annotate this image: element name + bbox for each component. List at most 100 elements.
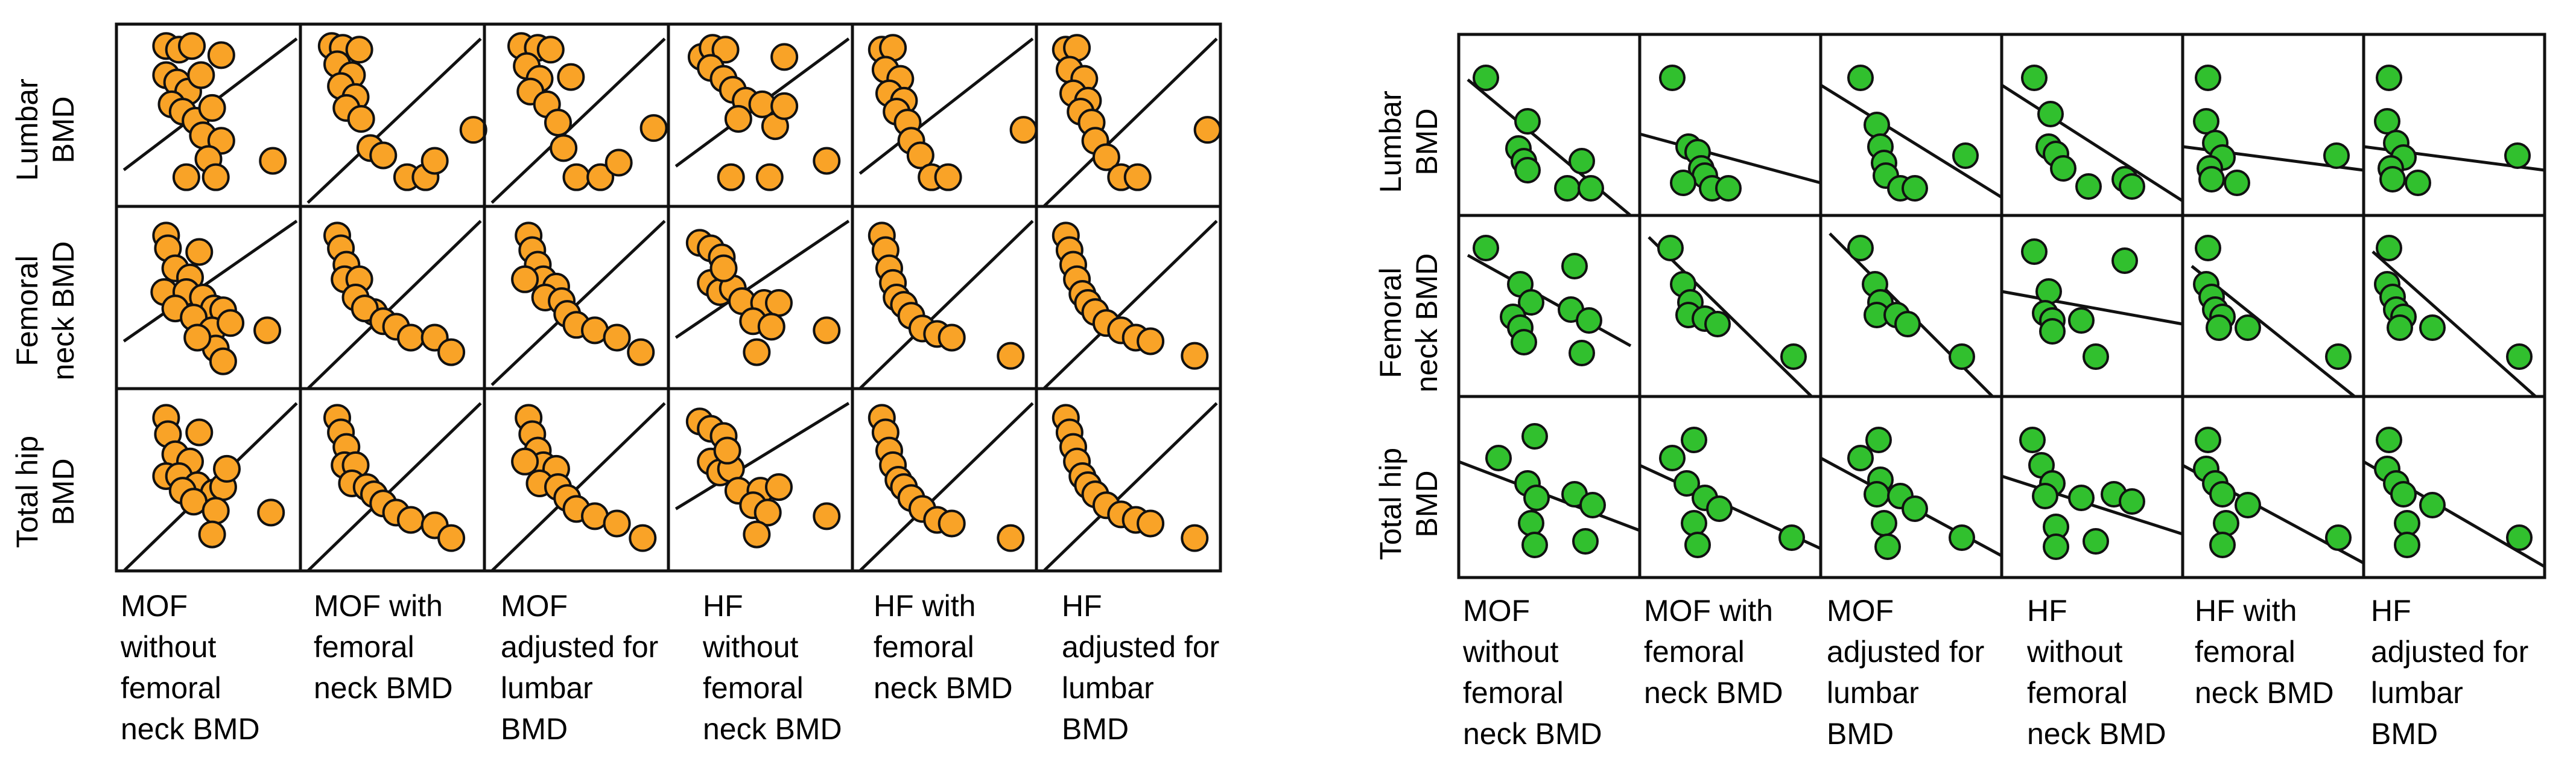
right-data-point: [1902, 495, 1928, 522]
left-cell-r1-c6: [1035, 22, 1222, 208]
right-data-point: [2083, 343, 2109, 370]
left-cell-r1-c3: [483, 22, 670, 208]
right-data-point: [1511, 329, 1537, 355]
right-data-point: [1684, 532, 1711, 558]
left-data-point: [1092, 143, 1120, 171]
right-data-point: [1473, 235, 1499, 261]
left-regression-line: [122, 220, 298, 343]
left-data-point: [536, 36, 565, 64]
right-data-point: [1949, 343, 1975, 370]
left-data-point: [629, 524, 657, 552]
right-data-point: [1864, 112, 1890, 138]
right-data-point: [1569, 340, 1595, 366]
left-cell-frame: [1035, 387, 1222, 573]
right-data-point: [2325, 343, 2352, 370]
left-data-point: [562, 163, 591, 191]
left-col-label-2: MOF with femoral neck BMD: [314, 589, 453, 705]
right-cell-r2-c5: [2181, 214, 2365, 398]
right-data-point: [2111, 247, 2138, 274]
right-data-point: [2235, 314, 2261, 341]
right-data-point: [2195, 235, 2221, 261]
left-data-point: [420, 147, 449, 175]
right-data-point: [1952, 142, 1979, 169]
left-data-point: [207, 41, 235, 69]
right-data-point: [1569, 148, 1595, 174]
right-cell-r2-c3: [1819, 214, 2003, 398]
left-col-label-4: HF without femoral neck BMD: [703, 589, 842, 746]
right-col-label-6: HF adjusted for lumbar BMD: [2371, 594, 2529, 751]
right-data-point: [1523, 485, 1550, 511]
left-data-point: [709, 254, 738, 282]
left-data-point: [603, 509, 631, 538]
left-regression-line: [1042, 402, 1218, 572]
right-data-point: [2021, 65, 2048, 91]
right-row-label-total-hip: Total hip BMD: [1374, 447, 1444, 561]
right-data-point: [1657, 235, 1684, 261]
right-data-point: [2374, 108, 2400, 135]
left-cell-r1-c5: [851, 22, 1038, 208]
left-data-point: [937, 509, 966, 538]
right-scatter-matrix: [1457, 33, 2546, 579]
right-cell-r1-c6: [2362, 33, 2546, 217]
right-regression-line: [2000, 83, 2184, 203]
right-data-point: [1576, 307, 1602, 334]
right-cell-r3-c1: [1457, 395, 1642, 579]
right-data-point: [2068, 307, 2095, 334]
right-data-point: [2394, 532, 2420, 558]
left-regression-line: [306, 402, 482, 572]
right-col-label-4: HF without femoral neck BMD: [2027, 594, 2166, 751]
left-regression-line: [306, 220, 482, 390]
left-data-point: [187, 61, 215, 89]
left-data-point: [511, 265, 539, 293]
right-regression-line: [1819, 83, 2003, 199]
right-data-point: [2035, 278, 2062, 305]
left-regression-line: [490, 402, 666, 572]
right-data-point: [1673, 470, 1700, 497]
right-data-point: [2419, 492, 2446, 518]
right-cell-r3-c4: [2000, 395, 2184, 579]
right-data-point: [1780, 343, 1807, 370]
left-cell-r2-c1: [115, 205, 302, 390]
right-data-point: [1864, 481, 1890, 508]
right-data-point: [1578, 175, 1604, 202]
left-data-point: [765, 289, 793, 317]
left-cell-r1-c4: [667, 22, 854, 208]
left-data-point: [586, 163, 615, 191]
left-data-point: [1181, 524, 1209, 552]
right-data-point: [2195, 427, 2221, 453]
left-data-point: [183, 323, 212, 352]
right-data-point: [1561, 253, 1588, 279]
right-data-point: [2504, 142, 2531, 169]
right-data-point: [2235, 492, 2261, 518]
left-data-point: [544, 109, 572, 137]
left-data-point: [178, 32, 206, 60]
left-regression-line: [858, 220, 1034, 390]
right-data-point: [2039, 318, 2066, 345]
right-data-point: [1572, 528, 1599, 555]
right-cell-frame: [1457, 395, 1642, 579]
right-data-point: [2506, 343, 2533, 370]
left-data-point: [209, 347, 237, 375]
right-cell-frame: [1819, 395, 2003, 579]
right-data-point: [1514, 157, 1541, 183]
right-cell-r2-c2: [1638, 214, 1823, 398]
right-data-point: [2119, 488, 2145, 515]
right-data-point: [2387, 314, 2413, 341]
right-data-point: [1659, 65, 1686, 91]
left-col-label-5: HF with femoral neck BMD: [874, 589, 1013, 705]
right-data-point: [2206, 314, 2232, 341]
left-data-point: [201, 497, 230, 525]
left-cell-r1-c1: [115, 22, 302, 208]
right-data-point: [1681, 427, 1707, 453]
left-data-point: [713, 436, 741, 465]
left-data-point: [257, 498, 285, 527]
right-regression-line: [1648, 236, 1813, 398]
left-regression-line: [306, 37, 482, 204]
left-regression-line: [1042, 220, 1218, 390]
left-data-point: [755, 163, 784, 191]
right-data-point: [2037, 101, 2064, 127]
left-row-label-femoral: Femoral neck BMD: [10, 241, 80, 381]
right-cell-frame: [2362, 395, 2546, 579]
right-data-point: [2032, 483, 2058, 509]
right-data-point: [1778, 524, 1805, 551]
